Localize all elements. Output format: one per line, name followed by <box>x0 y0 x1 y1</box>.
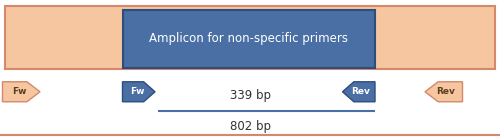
FancyBboxPatch shape <box>5 6 495 69</box>
Text: Rev: Rev <box>436 87 455 96</box>
Text: 802 bp: 802 bp <box>230 120 270 133</box>
Text: Fw: Fw <box>12 87 26 96</box>
Polygon shape <box>122 82 155 102</box>
Polygon shape <box>342 82 375 102</box>
Text: 339 bp: 339 bp <box>230 89 270 102</box>
Text: Fw: Fw <box>130 87 144 96</box>
FancyBboxPatch shape <box>122 10 375 68</box>
Polygon shape <box>425 82 463 102</box>
Text: Rev: Rev <box>351 87 370 96</box>
Text: Amplicon for non-specific primers: Amplicon for non-specific primers <box>149 32 348 45</box>
Polygon shape <box>2 82 40 102</box>
Text: Amplicon for epidermal specific primers: Amplicon for epidermal specific primers <box>132 18 368 31</box>
